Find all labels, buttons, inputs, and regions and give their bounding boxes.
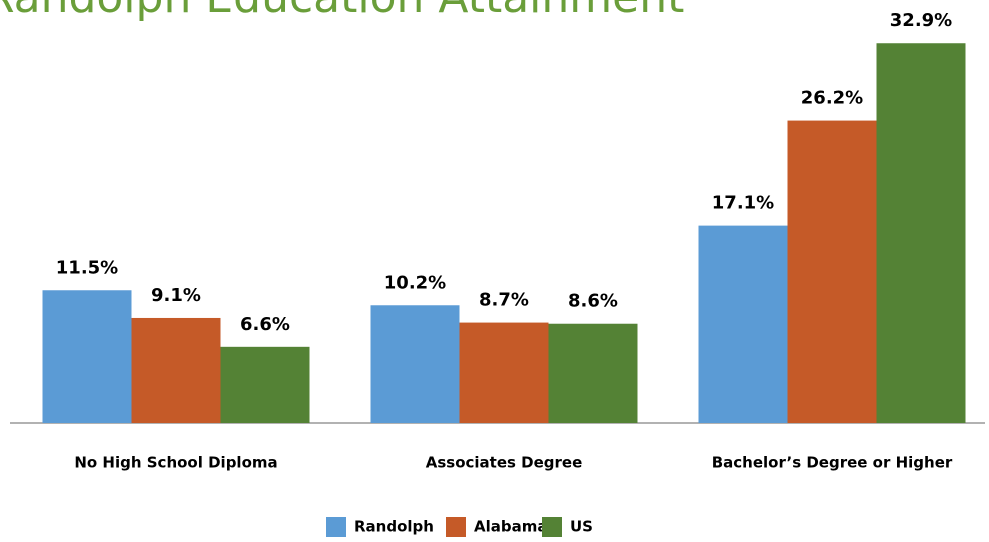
bar xyxy=(42,290,132,423)
x-tick-label: No High School Diploma xyxy=(74,454,277,472)
x-tick-label: Bachelor’s Degree or Higher xyxy=(712,454,953,472)
value-label: 10.2% xyxy=(384,272,446,293)
bar xyxy=(220,346,310,423)
value-label: 6.6% xyxy=(240,314,290,335)
value-label: 9.1% xyxy=(151,285,201,306)
value-label: 8.6% xyxy=(568,291,618,312)
bar xyxy=(787,120,877,423)
bar xyxy=(459,322,549,423)
x-tick-label: Associates Degree xyxy=(426,454,583,472)
value-label: 32.9% xyxy=(890,10,952,31)
chart-title: Randolph Education Attainment xyxy=(0,0,684,23)
bar xyxy=(548,323,638,423)
bar xyxy=(131,317,221,423)
legend-label: US xyxy=(570,518,593,536)
value-label: 26.2% xyxy=(801,88,863,109)
legend-swatch xyxy=(326,517,346,537)
legend-swatch xyxy=(446,517,466,537)
legend-swatch xyxy=(542,517,562,537)
value-label: 17.1% xyxy=(712,193,774,214)
bar xyxy=(876,43,966,424)
bar xyxy=(370,305,460,423)
legend-label: Alabama xyxy=(474,518,547,536)
legend-label: Randolph xyxy=(354,518,434,536)
bar xyxy=(698,225,788,423)
value-label: 8.7% xyxy=(479,290,529,311)
value-label: 11.5% xyxy=(56,257,118,278)
